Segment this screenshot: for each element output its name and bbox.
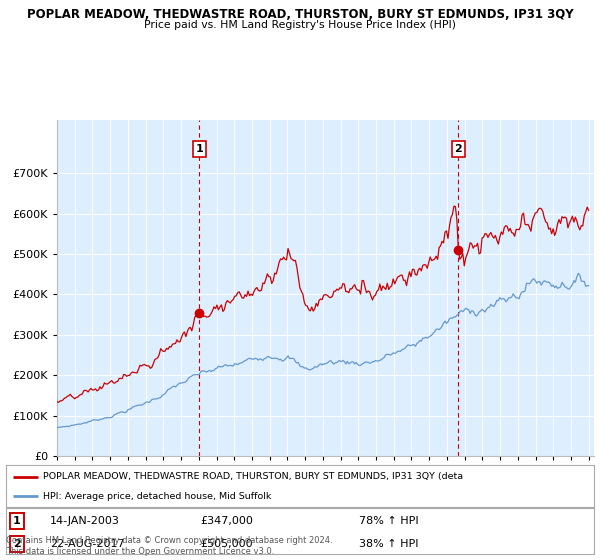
Text: £505,000: £505,000 [200,539,253,549]
Text: 22-AUG-2017: 22-AUG-2017 [50,539,125,549]
Text: POPLAR MEADOW, THEDWASTRE ROAD, THURSTON, BURY ST EDMUNDS, IP31 3QY (deta: POPLAR MEADOW, THEDWASTRE ROAD, THURSTON… [43,472,463,481]
Text: 14-JAN-2003: 14-JAN-2003 [50,516,120,526]
Text: 1: 1 [196,144,203,154]
Text: 1: 1 [13,516,20,526]
Text: 38% ↑ HPI: 38% ↑ HPI [359,539,418,549]
Text: HPI: Average price, detached house, Mid Suffolk: HPI: Average price, detached house, Mid … [43,492,271,501]
Text: 2: 2 [13,539,20,549]
Text: Price paid vs. HM Land Registry's House Price Index (HPI): Price paid vs. HM Land Registry's House … [144,20,456,30]
Text: 78% ↑ HPI: 78% ↑ HPI [359,516,418,526]
Text: 2: 2 [455,144,462,154]
Text: POPLAR MEADOW, THEDWASTRE ROAD, THURSTON, BURY ST EDMUNDS, IP31 3QY: POPLAR MEADOW, THEDWASTRE ROAD, THURSTON… [26,8,574,21]
Text: Contains HM Land Registry data © Crown copyright and database right 2024.
This d: Contains HM Land Registry data © Crown c… [6,536,332,556]
Text: £347,000: £347,000 [200,516,253,526]
